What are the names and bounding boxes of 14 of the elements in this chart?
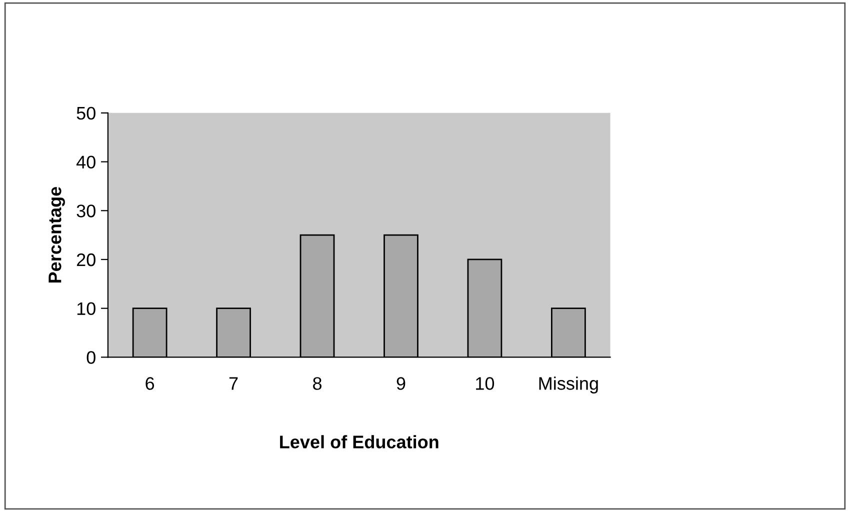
y-tick-label: 30: [76, 204, 96, 218]
x-tick-label: 7: [229, 377, 238, 390]
y-tick-label: 40: [76, 156, 96, 169]
y-tick-label: 0: [86, 351, 96, 364]
x-tick-label: Missing: [539, 376, 598, 394]
x-tick-label: 6: [146, 377, 154, 390]
y-tick-label: 50: [76, 106, 96, 120]
x-axis-title: Level of Education: [280, 435, 438, 448]
y-tick-label: 10: [77, 302, 96, 316]
y-tick-label: 20: [76, 253, 96, 266]
x-tick-label: 8: [313, 377, 322, 390]
y-axis-title: Percentage: [48, 187, 65, 283]
x-tick-label: 10: [476, 377, 494, 390]
x-tick-label: 9: [396, 377, 406, 390]
